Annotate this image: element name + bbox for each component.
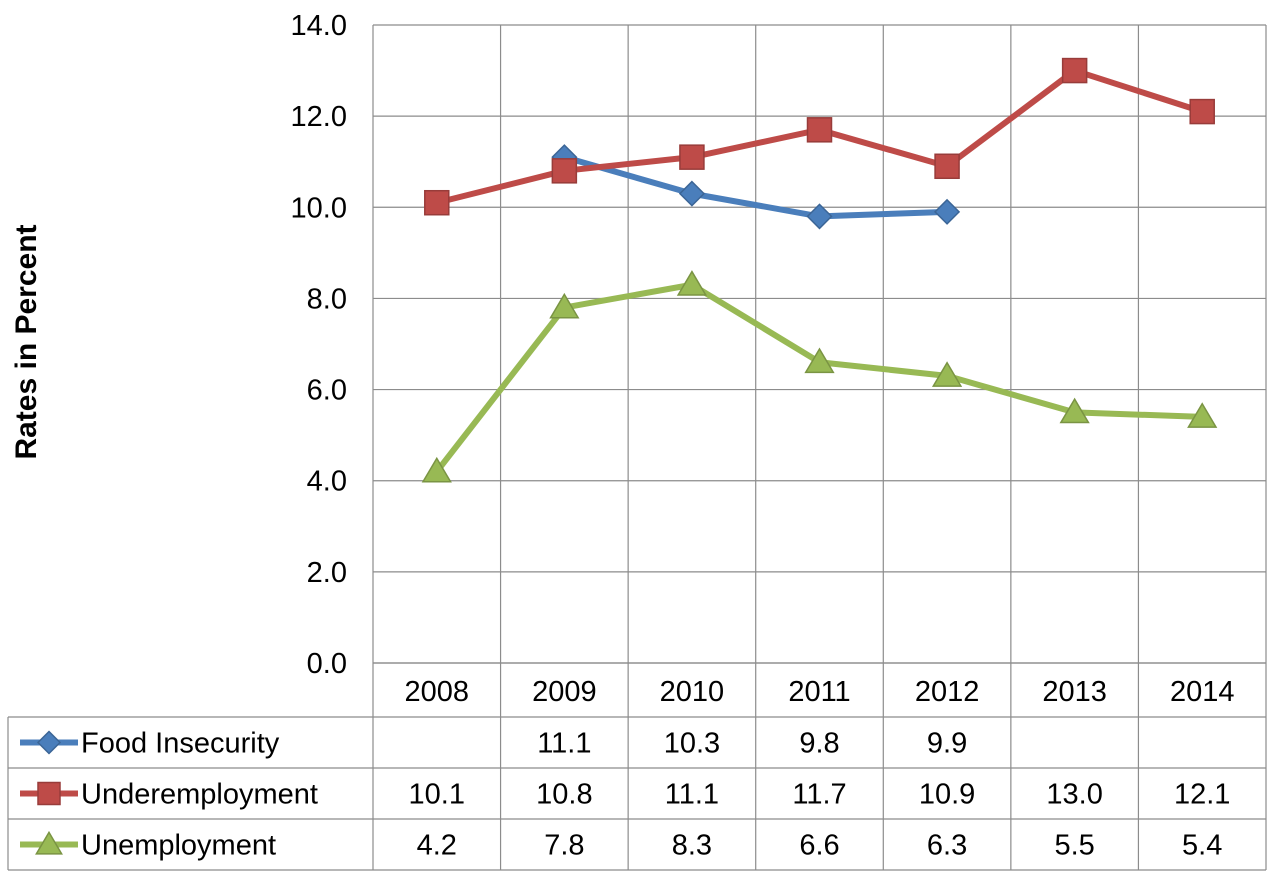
x-tick-label: 2008 xyxy=(405,676,470,708)
table-cell-value: 12.1 xyxy=(1174,779,1230,811)
table-cell-value: 10.8 xyxy=(536,779,592,811)
x-tick-label: 2009 xyxy=(532,676,597,708)
data-point xyxy=(676,270,708,296)
table-cell-value: 10.1 xyxy=(409,779,465,811)
data-point xyxy=(1061,57,1088,84)
data-point xyxy=(1059,397,1090,424)
table-cell-value: 5.5 xyxy=(1054,830,1094,862)
data-point xyxy=(934,153,960,180)
y-axis-ticks: 0.0 2.0 4.0 6.0 8.0 10.0 12.0 14.0 xyxy=(291,10,347,680)
legend-marker xyxy=(36,730,62,755)
legend-label: Underemployment xyxy=(81,779,318,811)
table-cell-value: 9.8 xyxy=(799,728,839,760)
data-point xyxy=(806,117,833,143)
x-tick-label: 2011 xyxy=(788,676,850,708)
x-tick-label: 2012 xyxy=(915,676,980,708)
x-tick-label: 2013 xyxy=(1042,676,1107,708)
table-cell-value: 11.1 xyxy=(665,779,719,811)
table-cell-value: 8.3 xyxy=(672,830,712,862)
x-tick-label: 2010 xyxy=(660,676,725,708)
y-tick-label: 4.0 xyxy=(307,466,347,498)
data-point xyxy=(424,189,450,216)
table-cell-value: 11.7 xyxy=(792,779,846,811)
y-tick-label: 8.0 xyxy=(307,283,347,315)
table-cell-value: 10.3 xyxy=(664,728,720,760)
data-point xyxy=(421,456,452,483)
data-point xyxy=(931,361,963,387)
legend-label: Food Insecurity xyxy=(81,728,280,760)
table-cell-value: 9.9 xyxy=(927,728,967,760)
y-tick-label: 12.0 xyxy=(291,101,347,133)
table-cell-value: 5.4 xyxy=(1182,830,1222,862)
legend-marker xyxy=(35,830,63,855)
y-tick-label: 2.0 xyxy=(307,557,347,589)
data-point xyxy=(678,180,705,207)
legend-marker xyxy=(37,781,61,806)
table-cell-value: 11.1 xyxy=(537,728,591,760)
legend-label: Unemployment xyxy=(81,830,276,862)
data-table: 2008 2009 2010 2011 2012 2013 2014 Food Insecur… xyxy=(7,25,1267,871)
data-point xyxy=(551,158,578,184)
table-cell-value: 4.2 xyxy=(417,830,457,862)
data-point xyxy=(806,203,833,230)
series-markers xyxy=(421,57,1218,483)
data-point xyxy=(1187,402,1218,428)
data-point xyxy=(934,198,961,225)
y-tick-label: 6.0 xyxy=(307,375,347,407)
table-cell-value: 13.0 xyxy=(1046,779,1102,811)
data-point xyxy=(549,292,580,319)
y-tick-label: 0.0 xyxy=(307,648,347,680)
series-line-unemployment xyxy=(434,281,1203,474)
table-cell-value: 7.8 xyxy=(544,830,584,862)
y-tick-label: 14.0 xyxy=(291,10,347,42)
data-point xyxy=(804,347,835,374)
y-tick-label: 10.0 xyxy=(291,192,347,224)
data-point xyxy=(679,144,705,170)
table-cell-value: 6.6 xyxy=(799,830,839,862)
table-cell-value: 6.3 xyxy=(927,830,967,862)
series-line-food-insecurity xyxy=(563,154,948,220)
data-point xyxy=(1189,98,1215,125)
y-axis-label: Rates in Percent xyxy=(10,224,43,459)
table-cell-value: 10.9 xyxy=(919,779,975,811)
x-tick-label: 2014 xyxy=(1170,676,1235,708)
